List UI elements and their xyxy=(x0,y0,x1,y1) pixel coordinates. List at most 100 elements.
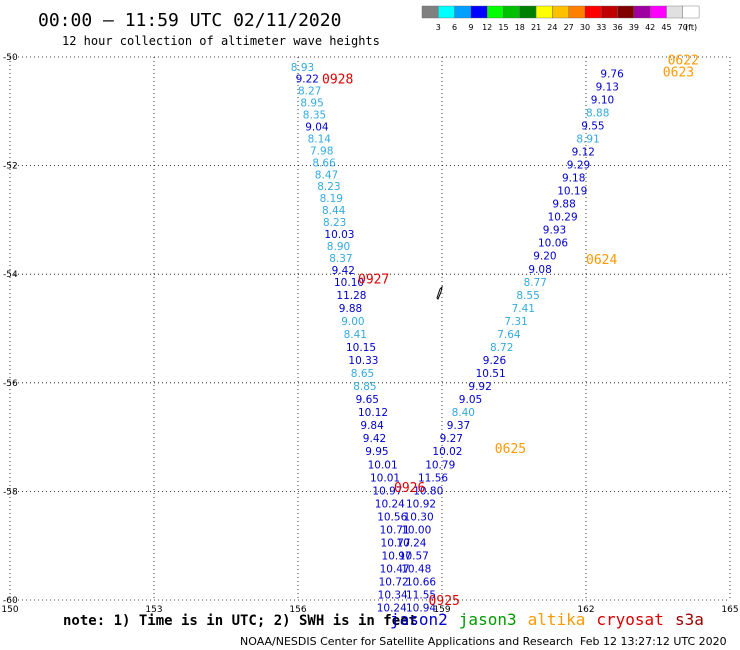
colorbar-label: 12 xyxy=(482,23,492,32)
wave-height-value: 9.95 xyxy=(365,446,388,458)
wave-height-value: 8.72 xyxy=(490,342,513,354)
footer-credit: NOAA/NESDIS Center for Satellite Applica… xyxy=(240,635,573,648)
x-tick-label: 150 xyxy=(1,605,18,615)
pass-label: 0624 xyxy=(586,253,617,268)
wave-height-value: 7.98 xyxy=(310,145,333,157)
wave-height-value: 7.41 xyxy=(512,303,535,315)
wave-height-value: 10.97 xyxy=(372,485,402,497)
colorbar-label: 33 xyxy=(596,23,606,32)
wave-height-value: 8.14 xyxy=(308,133,332,145)
wave-height-value: 10.79 xyxy=(425,459,455,471)
satellite-legend-entry: s3a xyxy=(675,610,704,629)
wave-height-value: 8.19 xyxy=(320,193,343,205)
wave-height-value: 9.10 xyxy=(591,94,614,106)
axis-tick-labels: 150 153 156 159 162 165 -50 -52 -54 -56 -58 -60 xyxy=(1,53,738,615)
pass-label: 0622 xyxy=(668,54,699,69)
wave-height-value: 8.23 xyxy=(323,217,346,229)
colorbar-swatch xyxy=(454,5,472,19)
wave-height-value: 8.35 xyxy=(303,110,326,122)
pass-label: 0926 xyxy=(394,481,425,496)
wave-height-value: 8.88 xyxy=(586,107,609,119)
colorbar-swatch xyxy=(438,5,455,19)
y-tick-label: -52 xyxy=(3,162,18,172)
wave-height-value: 10.80 xyxy=(413,485,443,497)
wave-height-value: 9.55 xyxy=(581,120,604,132)
colorbar-label: 30 xyxy=(580,23,590,32)
wave-height-value: 8.93 xyxy=(291,62,314,74)
wave-height-value: 10.02 xyxy=(432,446,462,458)
color-scale-legend: 3 6 9 12 15 18 21 24 27 30 33 36 39 42 45 70(ft) xyxy=(421,5,700,32)
pass-label: 0625 xyxy=(495,442,526,457)
wave-height-value: 10.24 xyxy=(377,603,407,615)
wave-height-value: 10.56 xyxy=(377,511,407,523)
colorbar-label: 9 xyxy=(468,23,473,32)
wave-height-value: 10.57 xyxy=(399,550,429,562)
colorbar-swatch xyxy=(519,5,537,19)
wave-height-value: 8.41 xyxy=(344,329,367,341)
grid-lines xyxy=(9,56,731,601)
colorbar-swatch xyxy=(584,5,602,19)
colorbar-swatch xyxy=(682,5,700,19)
wave-height-value: 7.31 xyxy=(504,316,527,328)
wave-height-value: 9.13 xyxy=(596,81,619,93)
wave-height-value: 8.23 xyxy=(317,181,340,193)
wave-height-value: 9.20 xyxy=(533,251,556,263)
wave-height-value: 10.10 xyxy=(334,277,364,289)
wave-height-value: 11.56 xyxy=(418,472,448,484)
chart-subtitle: 12 hour collection of altimeter wave hei… xyxy=(62,34,380,48)
wave-height-value: 8.44 xyxy=(322,205,346,217)
wave-height-value: 10.66 xyxy=(406,577,436,589)
x-tick-label: 153 xyxy=(145,605,162,615)
wave-height-value: 8.66 xyxy=(312,157,336,169)
wave-height-value: 8.91 xyxy=(576,133,599,145)
wave-height-value: 9.12 xyxy=(572,146,595,158)
wave-height-value: 10.71 xyxy=(380,524,410,536)
wave-height-value: 9.76 xyxy=(600,68,624,80)
x-tick-label: 165 xyxy=(721,605,738,615)
satellite-legend-entry: altika xyxy=(528,610,586,629)
colorbar-swatch xyxy=(503,5,520,19)
colorbar-label: 15 xyxy=(498,23,508,32)
island-outline xyxy=(436,285,443,300)
wave-height-value: 10.01 xyxy=(370,472,400,484)
wave-height-value: 8.47 xyxy=(315,169,338,181)
colorbar-swatch xyxy=(535,5,553,19)
y-tick-label: -50 xyxy=(3,53,18,63)
colorbar-swatch xyxy=(617,5,635,19)
pass-label: 0927 xyxy=(358,273,389,288)
wave-height-value: 9.04 xyxy=(305,122,329,134)
colorbar-label: 18 xyxy=(515,23,525,32)
pass-label: 0928 xyxy=(322,73,353,88)
wave-height-value: 8.40 xyxy=(452,407,475,419)
y-tick-label: -56 xyxy=(3,379,18,389)
x-tick-label: 159 xyxy=(433,605,450,615)
wave-height-value: 10.12 xyxy=(358,407,388,419)
satellite-legend-entry: jason2 xyxy=(390,610,448,629)
wave-height-value: 10.33 xyxy=(348,355,378,367)
wave-height-value: 10.48 xyxy=(401,564,431,576)
wave-height-value: 10.92 xyxy=(406,498,436,510)
colorbar-label: 21 xyxy=(531,23,541,32)
footer-timestamp: Feb 12 13:27:12 UTC 2020 xyxy=(580,635,727,648)
wave-height-value: 11.28 xyxy=(336,290,366,302)
wave-height-value: 10.06 xyxy=(538,238,568,250)
pass-label: 0925 xyxy=(429,594,460,609)
wave-height-value: 9.42 xyxy=(363,433,386,445)
y-tick-label: -54 xyxy=(3,270,18,280)
colorbar-label: 70 xyxy=(678,23,688,32)
wave-height-value: 10.24 xyxy=(375,498,405,510)
wave-height-value: 9.37 xyxy=(447,420,470,432)
wave-height-value: 9.26 xyxy=(483,355,507,367)
satellite-legend-entry: cryosat xyxy=(596,610,663,629)
satellite-legend-entry: jason3 xyxy=(459,610,517,629)
colorbar-swatch xyxy=(568,5,586,19)
wave-height-value: 10.34 xyxy=(378,590,408,602)
wave-height-value: 9.18 xyxy=(562,173,585,185)
wave-height-value: 10.15 xyxy=(346,342,376,354)
wave-height-value: 9.84 xyxy=(360,420,384,432)
wave-height-value: 10.29 xyxy=(548,212,578,224)
wave-height-value: 11.55 xyxy=(406,590,436,602)
colorbar-swatch xyxy=(666,5,683,19)
wave-height-value: 10.03 xyxy=(324,229,354,241)
